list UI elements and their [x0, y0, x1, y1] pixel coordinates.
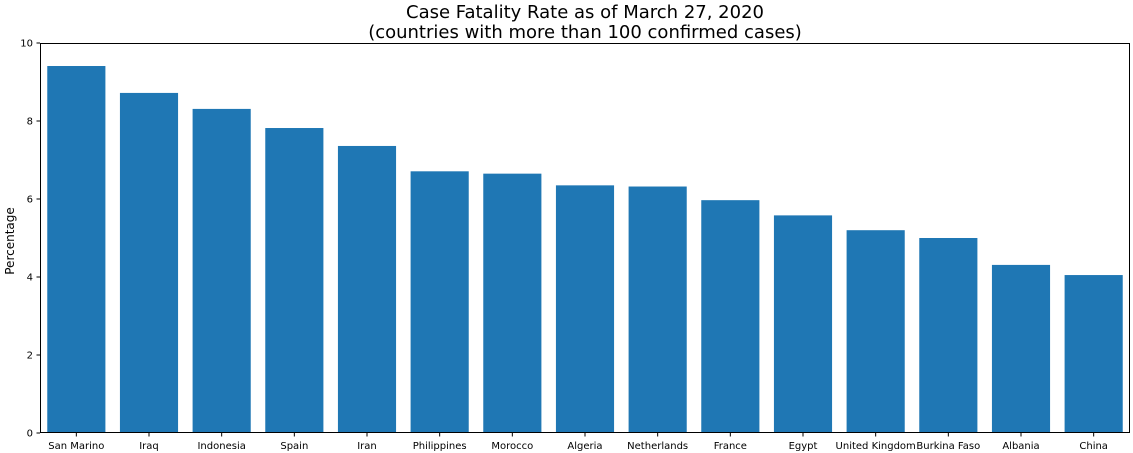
x-axis-ticks: San Marino Iraq Indonesia Spain Iran Philippi…	[48, 433, 1108, 452]
y-tick-label: 4	[27, 273, 33, 284]
x-tick-label: Egypt	[789, 441, 818, 452]
bar-san-marino	[47, 66, 106, 433]
y-tick-label: 6	[27, 195, 33, 206]
x-tick-label: China	[1079, 441, 1108, 452]
bar-france	[701, 200, 760, 433]
x-tick-label: Algeria	[567, 441, 602, 452]
bar-morocco	[483, 173, 542, 433]
x-tick-label: Burkina Faso	[916, 441, 980, 452]
x-tick-label: United Kingdom	[836, 441, 916, 452]
bar-china	[1064, 275, 1123, 433]
y-axis-ticks: 0 2 4 6 8 10	[20, 39, 40, 440]
y-tick-label: 2	[27, 351, 33, 362]
x-tick-label: Iran	[357, 441, 377, 452]
chart-title: Case Fatality Rate as of March 27, 2020	[406, 2, 764, 23]
bar-algeria	[555, 185, 615, 433]
y-tick-label: 0	[27, 429, 33, 440]
bar-burkina-faso	[919, 238, 978, 433]
bar-iraq	[119, 92, 179, 434]
x-tick-label: San Marino	[48, 441, 104, 452]
y-axis-label: Percentage	[3, 207, 17, 275]
bar-albania	[991, 264, 1051, 433]
bar-spain	[265, 128, 324, 433]
y-tick-label: 8	[27, 117, 33, 128]
bar-iran	[337, 145, 397, 433]
bar-united-kingdom	[846, 230, 905, 433]
x-tick-label: Spain	[280, 441, 308, 452]
bar-indonesia	[192, 108, 251, 433]
x-tick-label: Indonesia	[197, 441, 245, 452]
x-tick-label: Morocco	[491, 441, 533, 452]
x-tick-label: France	[714, 441, 747, 452]
bar-netherlands	[628, 186, 687, 433]
bar-egypt	[773, 215, 833, 433]
x-tick-label: Iraq	[139, 441, 159, 452]
x-tick-label: Netherlands	[627, 441, 688, 452]
bars-group	[47, 66, 1123, 434]
plot-frame	[40, 43, 1130, 433]
bar-philippines	[410, 171, 469, 433]
y-tick-label: 10	[20, 39, 33, 50]
x-tick-label: Albania	[1002, 441, 1039, 452]
x-tick-label: Philippines	[413, 441, 467, 452]
chart-subtitle: (countries with more than 100 confirmed …	[368, 22, 802, 43]
